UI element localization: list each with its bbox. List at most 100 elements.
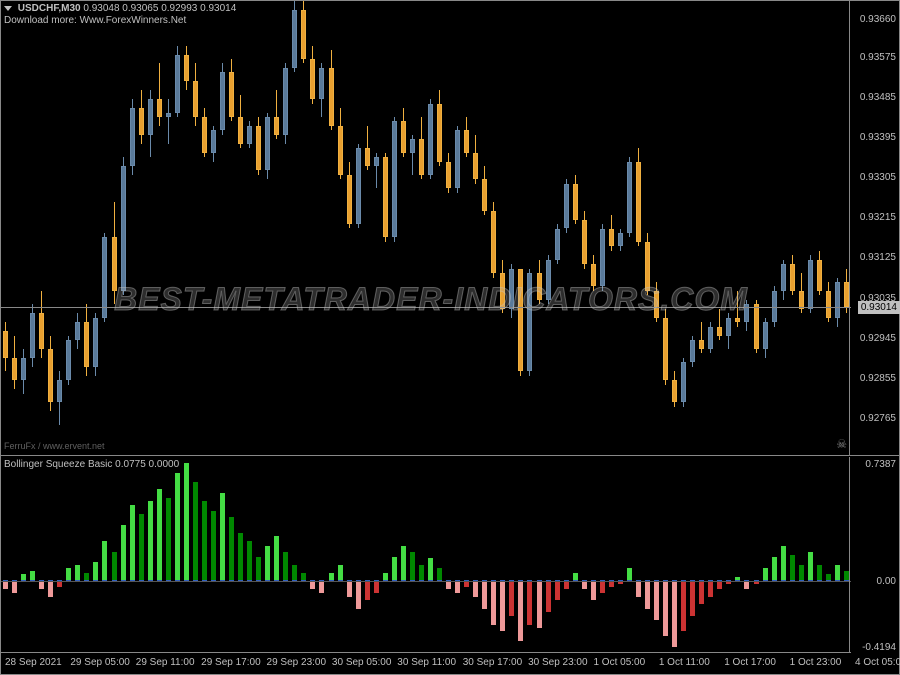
histogram-bar [446,581,451,589]
indicator-title: Bollinger Squeeze Basic 0.0775 0.0000 [4,459,179,470]
histogram-bar [555,581,560,600]
histogram-bar [744,581,749,589]
histogram-bar [428,558,433,580]
x-tick-label: 29 Sep 17:00 [201,657,261,668]
histogram-bar [491,581,496,625]
histogram-bar [772,557,777,581]
histogram-bar [93,562,98,581]
x-axis: 28 Sep 2021 29 Sep 05:00 29 Sep 11:00 29 Se… [1,652,851,674]
histogram-bar [48,581,53,597]
histogram-bar [401,546,406,581]
histogram-bar [808,552,813,581]
x-tick-label: 4 Oct 05:00 [855,657,900,668]
symbol-label: USDCHF,M30 [18,3,81,14]
histogram-bar [229,517,234,580]
histogram-bar [102,541,107,581]
x-tick-label: 29 Sep 11:00 [136,657,195,668]
x-tick-label: 1 Oct 23:00 [790,657,842,668]
histogram-bar [130,505,135,581]
histogram-bar [12,581,17,594]
y-tick-label: -0.4194 [862,642,896,653]
histogram-bar [582,581,587,589]
histogram-bar [419,565,424,581]
histogram-bar [356,581,361,610]
histogram-bar [365,581,370,600]
watermark-text: BEST-METATRADER-INDICATORS.COM [21,281,841,318]
histogram-bar [708,581,713,597]
histogram-bar [148,501,153,580]
histogram-bar [410,552,415,581]
y-tick-label: 0.92765 [860,413,896,424]
indicator-histogram-chart[interactable]: Bollinger Squeeze Basic 0.0775 0.0000 [1,457,851,652]
histogram-bar [564,581,569,589]
zero-line [1,581,851,582]
histogram-bar [699,581,704,605]
subtitle-text: Download more: Www.ForexWinners.Net [4,15,186,26]
y-tick-label: 0.93485 [860,92,896,103]
y-tick-label: 0.93660 [860,14,896,25]
histogram-bar [166,498,171,580]
histogram-bar [265,546,270,581]
histogram-bar [654,581,659,621]
histogram-bar [527,581,532,625]
y-tick-label: 0.92855 [860,373,896,384]
histogram-bar [338,565,343,581]
histogram-bar [509,581,514,616]
histogram-bar [274,536,279,580]
histogram-bar [482,581,487,610]
y-tick-label: 0.93395 [860,132,896,143]
y-tick-label: 0.93575 [860,52,896,63]
histogram-bar [374,581,379,594]
x-tick-label: 30 Sep 23:00 [528,657,588,668]
x-tick-label: 30 Sep 17:00 [463,657,523,668]
x-tick-label: 29 Sep 05:00 [70,657,130,668]
histogram-bar [690,581,695,616]
y-axis-indicator: 0.7387 0.00 -0.4194 [849,457,899,652]
histogram-bar [75,565,80,581]
histogram-bar [591,581,596,600]
histogram-bar [247,541,252,581]
x-tick-label: 30 Sep 05:00 [332,657,392,668]
x-tick-label: 1 Oct 17:00 [724,657,776,668]
skull-icon: ☠ [836,437,847,451]
y-tick-label: 0.93305 [860,172,896,183]
y-tick-label: 0.93215 [860,212,896,223]
main-candlestick-chart[interactable]: USDCHF,M30 0.93048 0.93065 0.92993 0.930… [1,1,851,456]
histogram-bar [310,581,315,589]
y-tick-label: 0.7387 [865,459,896,470]
histogram-bar [211,511,216,581]
y-axis-main: 0.93660 0.93575 0.93485 0.93395 0.93305 0.932… [849,1,899,456]
y-tick-label: 0.92945 [860,333,896,344]
histogram-bar [319,581,324,594]
histogram-bar [39,581,44,589]
histogram-bar [112,552,117,581]
chevron-down-icon[interactable] [4,6,12,11]
chart-container: USDCHF,M30 0.93048 0.93065 0.92993 0.930… [0,0,900,675]
histogram-bar [781,546,786,581]
histogram-bar [799,565,804,581]
histogram-bar [193,482,198,580]
histogram-bar [672,581,677,648]
footer-attribution: FerruFx / www.ervent.net [4,441,105,451]
histogram-bar [681,581,686,632]
histogram-bar [717,581,722,589]
histogram-bar [139,514,144,581]
histogram-bar [645,581,650,610]
histogram-bar [238,533,243,581]
histogram-bar [600,581,605,594]
histogram-bar [220,493,225,580]
x-tick-label: 1 Oct 11:00 [659,657,710,668]
histogram-bar [790,555,795,580]
histogram-bar [518,581,523,641]
histogram-bar [473,581,478,597]
current-price-label: 0.93014 [858,301,900,314]
histogram-bar [835,565,840,581]
histogram-bar [121,525,126,580]
histogram-bar [347,581,352,597]
histogram-bar [202,501,207,580]
histogram-bar [3,581,8,589]
y-tick-label: 0.93125 [860,252,896,263]
histogram-bar [455,581,460,594]
y-tick-label: 0.00 [877,576,896,587]
x-tick-label: 28 Sep 2021 [5,657,62,668]
